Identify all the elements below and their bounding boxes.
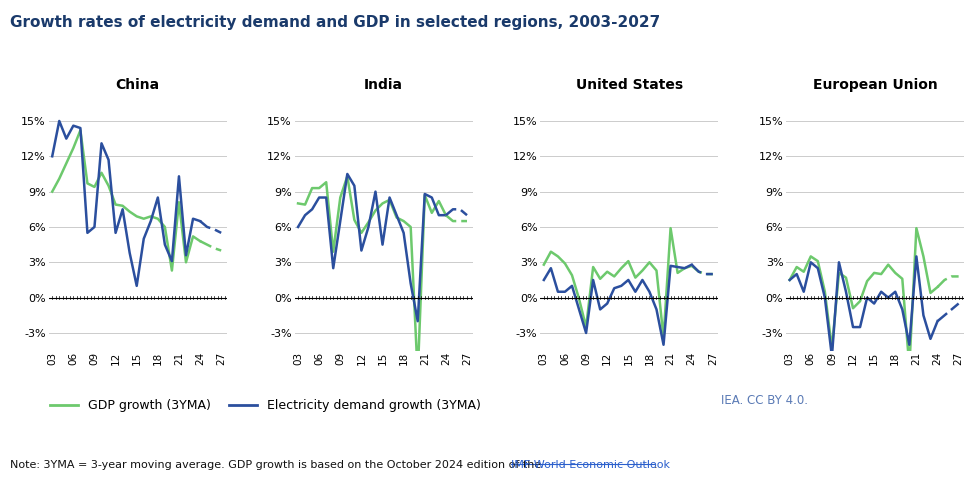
Title: United States: United States — [576, 78, 683, 92]
Text: .: . — [654, 460, 657, 470]
Text: Growth rates of electricity demand and GDP in selected regions, 2003-2027: Growth rates of electricity demand and G… — [10, 15, 660, 30]
Title: China: China — [116, 78, 160, 92]
Legend: GDP growth (3YMA), Electricity demand growth (3YMA): GDP growth (3YMA), Electricity demand gr… — [45, 394, 486, 417]
Text: Note: 3YMA = 3-year moving average. GDP growth is based on the October 2024 edit: Note: 3YMA = 3-year moving average. GDP … — [10, 460, 544, 470]
Text: IMF World Economic Outlook: IMF World Economic Outlook — [510, 460, 669, 470]
Title: India: India — [364, 78, 403, 92]
Text: IEA. CC BY 4.0.: IEA. CC BY 4.0. — [721, 393, 807, 407]
Title: European Union: European Union — [813, 78, 938, 92]
